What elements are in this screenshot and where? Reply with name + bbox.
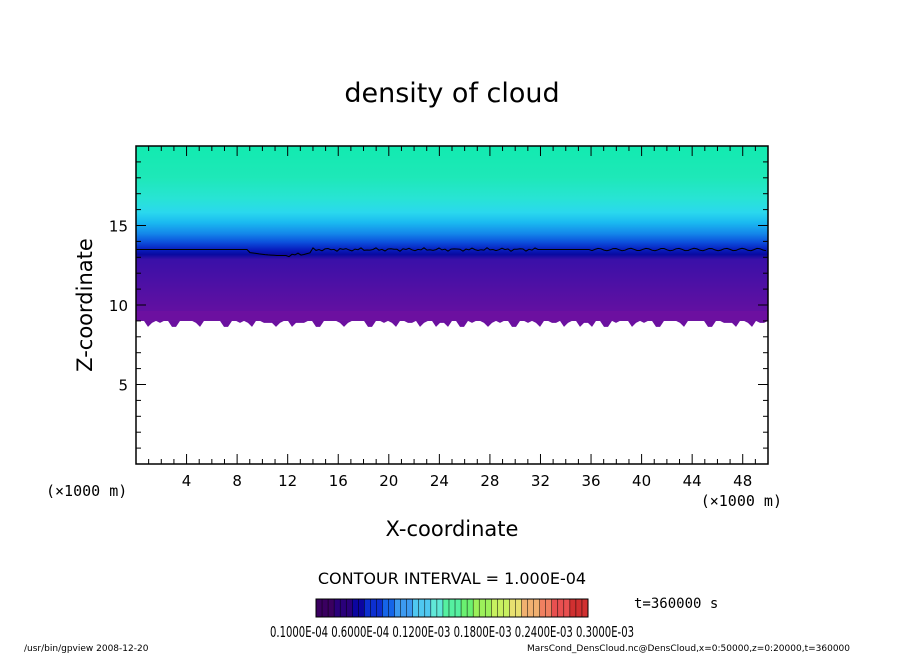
- colorbar-swatch: [436, 599, 444, 617]
- x-axis-ticks: 4 8 12 16 20 24 28 32 36 40 44 48: [182, 146, 752, 490]
- colorbar-swatch: [412, 599, 420, 617]
- colorbar-swatch: [455, 599, 462, 617]
- colorbar-swatch: [575, 599, 583, 617]
- time-label: t=360000 s: [634, 596, 718, 612]
- colorbar-swatch: [376, 599, 383, 617]
- colorbar-swatch: [340, 599, 347, 617]
- chart-title: density of cloud: [344, 78, 559, 109]
- footer-right: MarsCond_DensCloud.nc@DensCloud,x=0:5000…: [527, 644, 850, 654]
- colorbar-swatch: [346, 599, 353, 617]
- colorbar-swatch: [442, 599, 450, 617]
- x-unit-left: (×1000 m): [46, 482, 127, 500]
- x-unit-right: (×1000 m): [701, 492, 782, 510]
- clear-region: [136, 327, 768, 464]
- colorbar-swatch: [400, 599, 407, 617]
- colorbar-swatch: [479, 599, 486, 617]
- colorbar: [315, 599, 589, 617]
- colorbar-swatch: [388, 599, 395, 617]
- x-tick-label: 48: [733, 472, 752, 490]
- colorbar-swatch: [418, 599, 426, 617]
- colorbar-swatch: [467, 599, 474, 617]
- colorbar-swatch: [551, 599, 559, 617]
- colorbar-frame: [315, 598, 589, 618]
- x-tick-label: 32: [531, 472, 550, 490]
- colorbar-swatch: [581, 599, 589, 617]
- colorbar-swatch: [461, 599, 468, 617]
- x-tick-label: 8: [232, 472, 242, 490]
- x-tick-label: 24: [430, 472, 449, 490]
- x-tick-label: 44: [683, 472, 702, 490]
- colorbar-swatch: [497, 599, 504, 617]
- colorbar-swatch: [563, 599, 571, 617]
- y-axis-label: Z-coordinate: [73, 238, 97, 372]
- colorbar-swatch: [322, 599, 329, 617]
- colorbar-swatch: [533, 599, 540, 617]
- y-tick-label: 5: [118, 377, 128, 395]
- colorbar-swatch: [515, 599, 522, 617]
- x-tick-label: 20: [379, 472, 398, 490]
- colorbar-swatch: [503, 599, 510, 617]
- x-tick-label: 40: [632, 472, 651, 490]
- colorbar-swatch: [382, 599, 389, 617]
- colorbar-swatch: [485, 599, 492, 617]
- colorbar-swatch: [569, 599, 577, 617]
- colorbar-swatch: [352, 599, 359, 617]
- colorbar-swatch: [521, 599, 528, 617]
- colorbar-swatch: [527, 599, 534, 617]
- colorbar-swatch: [557, 599, 565, 617]
- x-tick-label: 28: [480, 472, 499, 490]
- colorbar-swatch: [473, 599, 480, 617]
- minor-ticks: [135, 145, 769, 465]
- colorbar-swatch: [406, 599, 414, 617]
- cloud-base-edge: [136, 320, 768, 327]
- contour-interval: CONTOUR INTERVAL = 1.000E-04: [318, 569, 586, 588]
- y-tick-label: 15: [109, 218, 128, 236]
- colorbar-swatch: [545, 599, 553, 617]
- colorbar-swatch: [370, 599, 377, 617]
- colorbar-swatch: [358, 599, 365, 617]
- x-tick-label: 12: [278, 472, 297, 490]
- colorbar-swatch: [316, 599, 323, 617]
- colorbar-swatch: [328, 599, 335, 617]
- contour-line: [136, 247, 767, 258]
- colorbar-labels: 0.1000E-04 0.6000E-04 0.1200E-03 0.1800E…: [270, 623, 634, 641]
- colorbar-swatch: [509, 599, 516, 617]
- colorbar-swatch: [364, 599, 371, 617]
- x-axis-label: X-coordinate: [386, 517, 519, 541]
- colorbar-swatch: [539, 599, 546, 617]
- cloud-base-band: [136, 310, 768, 321]
- x-tick-label: 36: [581, 472, 600, 490]
- y-axis-ticks: 5 10 15: [109, 218, 768, 395]
- colorbar-swatch: [430, 599, 438, 617]
- colorbar-swatch: [334, 599, 341, 617]
- x-tick-label: 16: [329, 472, 348, 490]
- footer-left: /usr/bin/gpview 2008-12-20: [24, 644, 149, 654]
- colorbar-swatch: [424, 599, 432, 617]
- colorbar-swatch: [448, 599, 456, 617]
- y-tick-label: 10: [109, 297, 128, 315]
- colorbar-swatch: [394, 599, 401, 617]
- density-field: [136, 146, 768, 321]
- plot-area: [136, 146, 768, 464]
- colorbar-swatch: [491, 599, 498, 617]
- x-tick-label: 4: [182, 472, 192, 490]
